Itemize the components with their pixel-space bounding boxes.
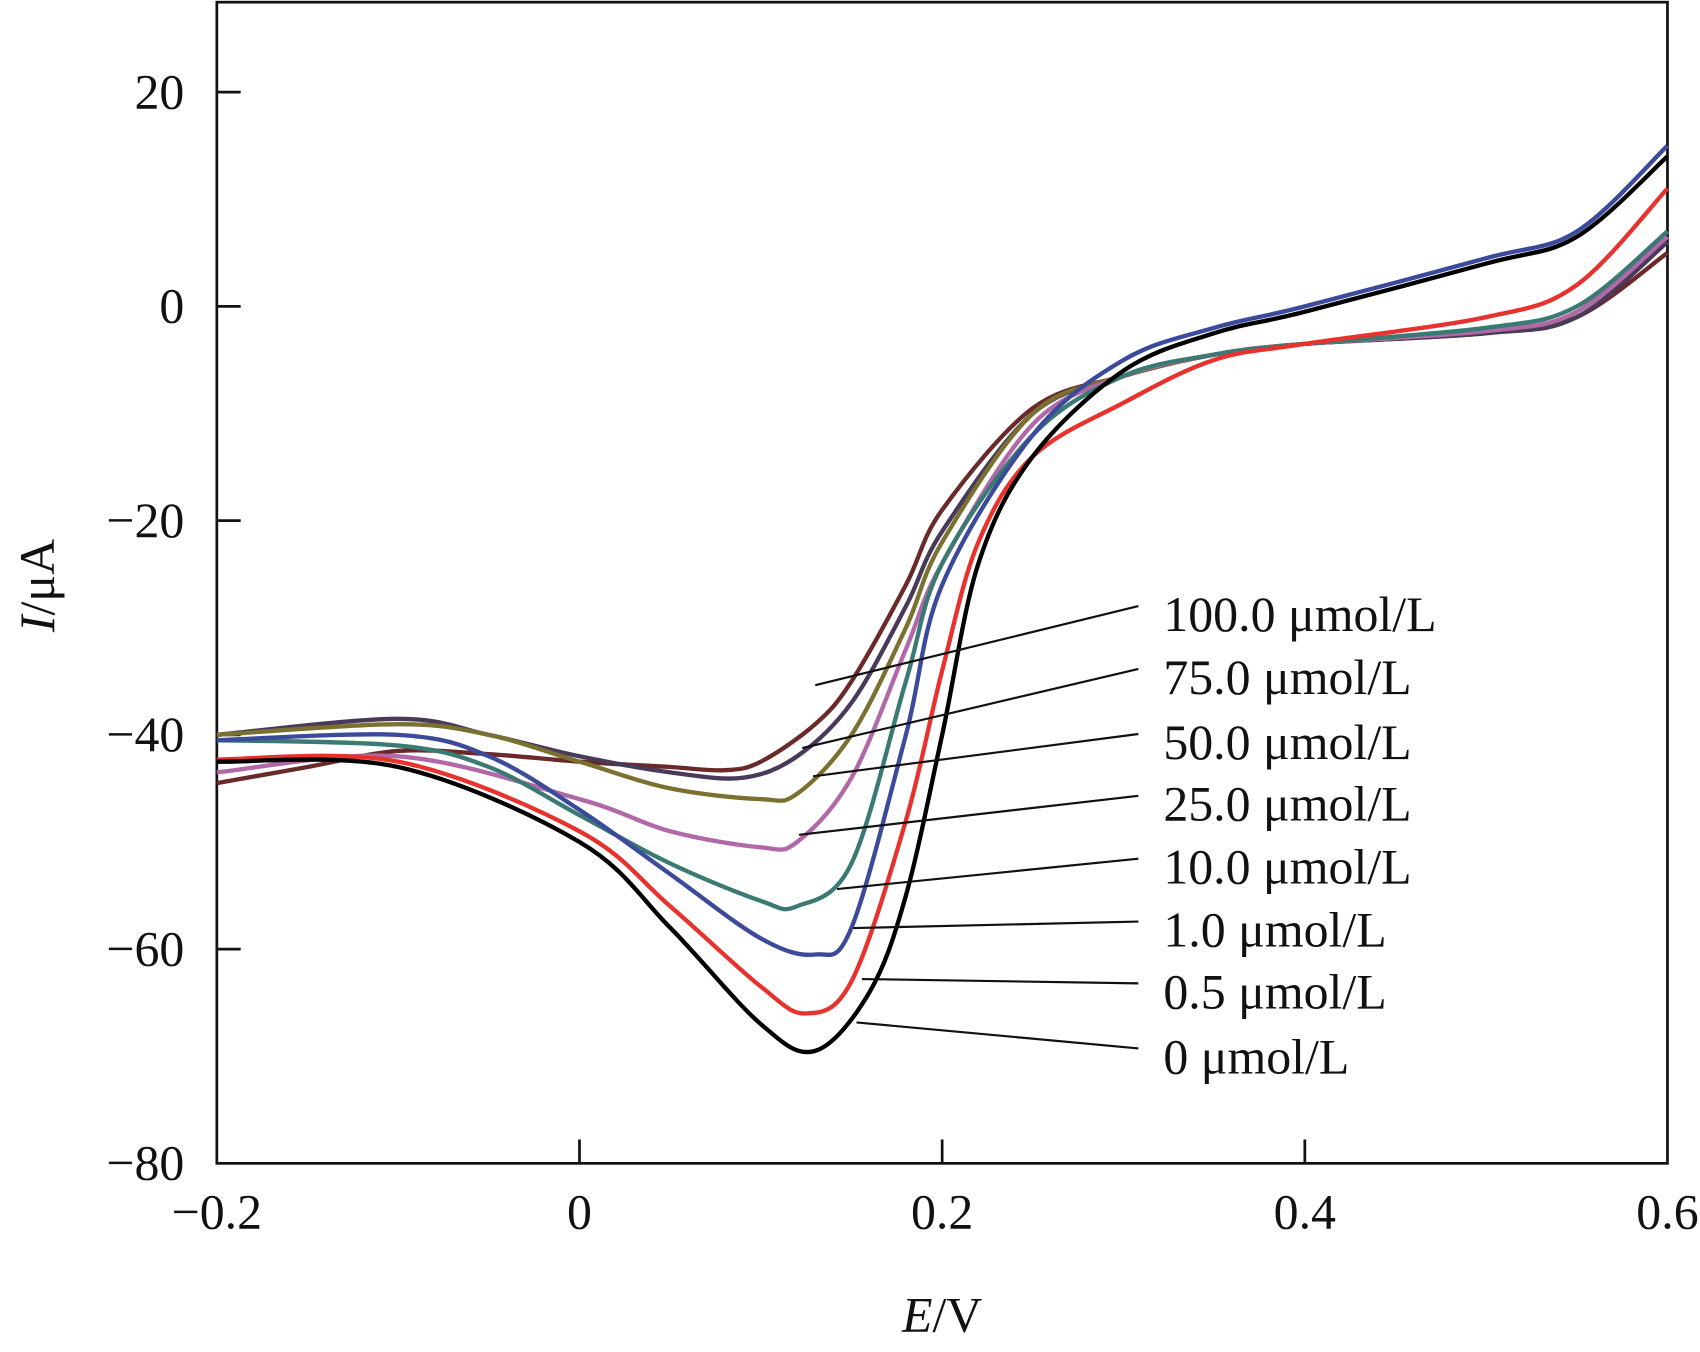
callout-line <box>815 605 1139 687</box>
y-tick-label: −80 <box>106 1136 184 1191</box>
x-tick-label: 0 <box>567 1184 592 1239</box>
series-label: 1.0 μmol/L <box>1163 903 1386 958</box>
series-label: 0.5 μmol/L <box>1163 964 1386 1019</box>
callout-line <box>798 794 1139 836</box>
y-tick-label: −40 <box>106 707 184 762</box>
series-label: 50.0 μmol/L <box>1163 715 1411 770</box>
series-line-0 <box>216 154 1669 1055</box>
series-label: 75.0 μmol/L <box>1163 650 1411 705</box>
callout-line <box>861 977 1139 985</box>
callout-line <box>853 920 1139 930</box>
series-line-1 <box>216 187 1670 1016</box>
callout-line <box>836 857 1139 891</box>
x-tick-label: 0.2 <box>911 1184 973 1239</box>
series-line-3 <box>216 229 1669 912</box>
x-tick-label: 0.6 <box>1636 1184 1698 1239</box>
x-axis-label-unit: /V <box>932 1287 982 1342</box>
y-tick-label: 20 <box>134 64 184 119</box>
y-axis-label: I/μA <box>10 539 65 633</box>
callout-line <box>856 1021 1139 1050</box>
y-axis-label-symbol: I <box>10 613 65 633</box>
y-tick-label: 0 <box>159 279 184 334</box>
y-tick-label: −20 <box>106 493 184 548</box>
series-label: 100.0 μmol/L <box>1163 587 1436 642</box>
series-label: 0 μmol/L <box>1163 1029 1349 1084</box>
x-axis-label-symbol: E <box>901 1287 932 1342</box>
x-axis-label: E/V <box>901 1287 982 1342</box>
series-line-2 <box>216 144 1669 958</box>
series-label: 25.0 μmol/L <box>1163 777 1411 832</box>
series-label: 10.0 μmol/L <box>1163 840 1411 895</box>
y-tick-label: −60 <box>106 921 184 976</box>
x-tick-label: −0.2 <box>172 1184 262 1239</box>
callout-line <box>802 667 1139 750</box>
callout-line <box>812 732 1139 778</box>
x-tick-label: 0.4 <box>1274 1184 1336 1239</box>
y-axis-label-unit: /μA <box>10 539 65 616</box>
